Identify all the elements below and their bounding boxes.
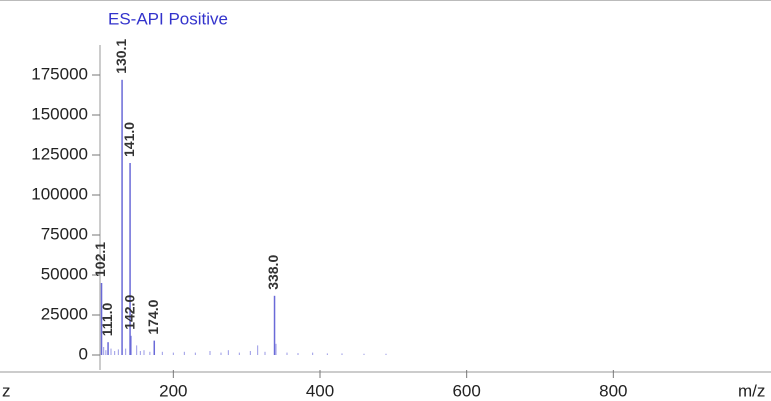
- peak: [100, 283, 103, 355]
- x-tick-label: 200: [159, 381, 187, 400]
- peak: [326, 353, 328, 355]
- y-tick-label: 25000: [41, 304, 88, 323]
- peak: [286, 352, 288, 355]
- peak: [183, 351, 185, 355]
- peak: [275, 343, 277, 355]
- x-tick-label: 600: [452, 381, 480, 400]
- peak: [194, 352, 196, 355]
- peak: [264, 351, 266, 355]
- y-tick-label: 175000: [31, 64, 88, 83]
- peak: [103, 347, 105, 355]
- peak: [107, 342, 109, 355]
- peak: [273, 295, 276, 355]
- peak: [209, 351, 211, 355]
- peak: [227, 350, 229, 355]
- peak: [341, 353, 343, 355]
- x-axis-title: m/z: [738, 381, 765, 400]
- peak: [249, 351, 251, 355]
- peak: [121, 79, 123, 356]
- peak-label: 111.0: [99, 302, 115, 336]
- chart-title: ES-API Positive: [108, 9, 228, 28]
- peak: [114, 351, 116, 355]
- peak: [385, 353, 387, 355]
- peak-label: 338.0: [265, 255, 281, 290]
- peak: [110, 348, 112, 355]
- peak-label: 141.0: [121, 122, 137, 157]
- peak: [312, 352, 314, 355]
- peak: [149, 351, 151, 355]
- peak: [143, 350, 145, 355]
- x-tick-label: 400: [306, 381, 334, 400]
- y-tick-label: 150000: [31, 104, 88, 123]
- peak: [129, 163, 131, 355]
- peak: [161, 351, 163, 355]
- peak: [153, 340, 156, 355]
- peak-label: 142.0: [122, 295, 138, 330]
- y-tick-label: 50000: [41, 264, 88, 283]
- x-tick-label: 800: [599, 381, 627, 400]
- peak: [257, 345, 259, 355]
- peak-label: 174.0: [145, 299, 161, 334]
- peak-label: 102.1: [92, 242, 108, 277]
- peak: [125, 348, 127, 355]
- peak: [105, 350, 107, 355]
- peak: [130, 335, 132, 355]
- peak: [139, 351, 141, 355]
- y-tick-label: 100000: [31, 184, 88, 203]
- peak: [136, 345, 138, 355]
- y-tick-label: 125000: [31, 144, 88, 163]
- peak: [220, 352, 222, 355]
- peak: [172, 352, 174, 355]
- peak: [297, 353, 299, 355]
- y-tick-label: 75000: [41, 224, 88, 243]
- peak: [117, 349, 119, 355]
- peak: [363, 353, 365, 355]
- y-tick-label: 0: [79, 344, 88, 363]
- peak-label: 130.1: [113, 39, 129, 74]
- peak: [238, 352, 240, 355]
- left-label: z: [2, 381, 11, 400]
